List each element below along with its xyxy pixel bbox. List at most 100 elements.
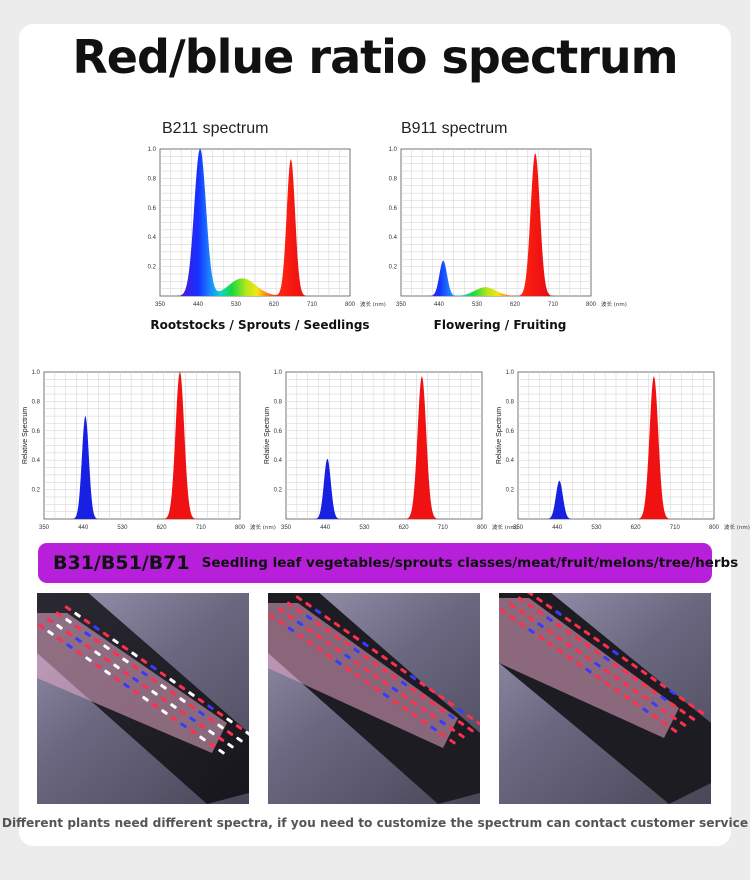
led-chip xyxy=(584,655,592,661)
led-chip xyxy=(363,679,371,686)
led-chip xyxy=(518,621,526,628)
led-chip xyxy=(84,631,91,637)
led-chip xyxy=(55,611,63,618)
led-chip xyxy=(141,670,148,677)
led-chip xyxy=(314,608,322,615)
led-chip xyxy=(659,682,667,689)
led-chip xyxy=(593,649,601,655)
led-chip xyxy=(499,608,507,615)
led-chip xyxy=(564,616,572,623)
led-chip xyxy=(334,634,341,641)
led-chip xyxy=(621,656,629,663)
led-chip xyxy=(613,674,620,681)
x-tick-label: 440 xyxy=(552,525,563,531)
led-chip xyxy=(545,603,553,610)
chart-1-title: B211 spectrum xyxy=(162,120,269,137)
led-chip xyxy=(354,672,361,679)
x-tick-label: 530 xyxy=(231,302,242,308)
led-chip xyxy=(428,687,436,694)
led-chip xyxy=(325,652,333,659)
led-chip xyxy=(236,736,243,743)
led-chip xyxy=(74,611,81,618)
led-chip xyxy=(439,732,447,738)
y-tick-label: 0.6 xyxy=(389,206,398,212)
x-tick-label: 710 xyxy=(438,525,449,531)
led-chip xyxy=(93,637,101,644)
model-banner: B31/B51/B71 Seedling leaf vegetables/spr… xyxy=(38,543,738,583)
led-chip xyxy=(536,609,544,616)
led-chip xyxy=(371,648,379,654)
x-tick-label: 530 xyxy=(359,525,370,531)
led-chip xyxy=(83,618,91,625)
led-chip xyxy=(197,697,205,704)
led-chip xyxy=(467,726,474,733)
led-chip xyxy=(131,664,139,670)
led-chip xyxy=(113,676,121,682)
led-chip xyxy=(603,668,611,675)
y-axis-label: Relative Spectrum xyxy=(22,407,29,464)
x-tick-label: 710 xyxy=(670,525,681,531)
led-chip xyxy=(438,694,445,701)
led-chip xyxy=(306,627,313,633)
led-chip xyxy=(528,628,535,634)
led-chip xyxy=(670,714,677,721)
led-chip xyxy=(527,615,535,622)
led-chip xyxy=(631,675,639,682)
led-chip xyxy=(381,654,388,661)
led-chip xyxy=(235,724,243,730)
led-chip xyxy=(382,692,390,699)
led-chip xyxy=(679,721,687,727)
spectrum-chart-b71: 0.2 0.4 0.6 0.8 1.0 350 440 530 620 710 800 波长 (nm)… xyxy=(496,370,750,531)
led-chip xyxy=(419,681,426,687)
application-list: Seedling leaf vegetables/sprouts classes… xyxy=(201,555,739,571)
led-chip xyxy=(697,709,705,715)
y-tick-label: 0.4 xyxy=(506,458,515,464)
led-chip xyxy=(438,706,446,713)
led-chip xyxy=(669,689,676,696)
led-chip xyxy=(679,708,686,715)
led-chip xyxy=(546,616,553,622)
led-chip xyxy=(208,729,215,736)
led-chip xyxy=(401,693,408,699)
led-chip xyxy=(650,688,658,695)
led-chip xyxy=(584,642,591,649)
x-tick-label: 530 xyxy=(472,302,483,308)
led-chip xyxy=(141,683,149,690)
led-chip xyxy=(306,639,314,646)
led-chip xyxy=(159,671,167,678)
x-tick-label: 440 xyxy=(320,525,331,531)
led-chip xyxy=(527,602,534,609)
x-tick-label: 350 xyxy=(513,525,524,531)
led-chip xyxy=(65,630,73,637)
led-chip xyxy=(517,596,525,603)
led-chip xyxy=(123,682,130,689)
led-chip xyxy=(333,621,341,628)
led-chip xyxy=(651,713,659,720)
y-tick-label: 0.6 xyxy=(274,429,283,435)
product-photo-b71 xyxy=(499,593,711,804)
led-chip xyxy=(199,735,206,742)
led-chip xyxy=(112,638,119,645)
led-chip xyxy=(353,647,360,654)
led-chip xyxy=(593,636,600,643)
chart-1-caption: Rootstocks / Sprouts / Seedlings xyxy=(150,318,370,332)
x-tick-label: 350 xyxy=(281,525,292,531)
y-tick-label: 0.8 xyxy=(506,399,515,405)
led-chip xyxy=(373,685,380,692)
led-chip xyxy=(429,712,437,719)
led-chip xyxy=(566,654,573,661)
x-unit-label: 波长 (nm) xyxy=(601,300,627,308)
led-chip xyxy=(122,670,130,676)
model-codes: B31/B51/B71 xyxy=(53,552,190,574)
led-chip xyxy=(198,710,205,717)
led-chip xyxy=(651,701,658,708)
x-tick-label: 800 xyxy=(586,302,597,308)
led-chip xyxy=(410,687,417,693)
led-chip xyxy=(142,695,149,702)
led-chip xyxy=(574,623,581,630)
led-chip xyxy=(132,689,140,696)
led-chip xyxy=(430,725,437,732)
led-chip xyxy=(526,593,534,597)
x-unit-label: 波长 (nm) xyxy=(492,523,518,531)
led-chip xyxy=(278,619,285,626)
